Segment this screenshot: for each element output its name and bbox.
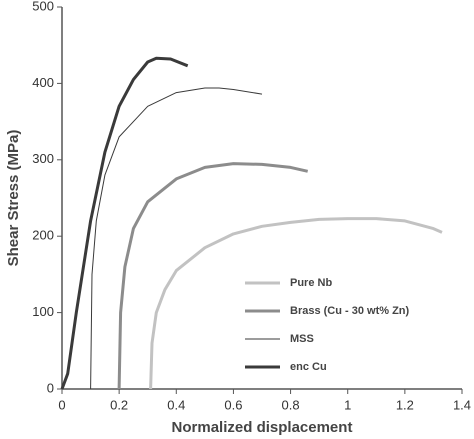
y-tick-label: 100 (32, 304, 54, 319)
y-tick-label: 400 (32, 75, 54, 90)
y-tick-label: 300 (32, 151, 54, 166)
legend-label: Pure Nb (290, 277, 332, 289)
legend-label: Brass (Cu - 30 wt% Zn) (290, 305, 410, 317)
y-tick-label: 0 (47, 380, 54, 395)
series-line (60, 56, 189, 390)
x-tick-label: 1 (344, 397, 351, 412)
x-axis-title: Normalized displacement (172, 419, 353, 436)
y-axis-title: Shear Stress (MPa) (5, 130, 22, 267)
series-line (90, 87, 263, 390)
series-line (117, 162, 309, 390)
y-tick-label: 500 (32, 0, 54, 13)
series-line (149, 217, 443, 390)
x-tick-label: 0 (58, 397, 65, 412)
x-tick-label: 0.4 (167, 397, 185, 412)
y-tick-label: 200 (32, 228, 54, 243)
legend-label: enc Cu (290, 361, 327, 373)
x-tick-label: 0.2 (110, 397, 128, 412)
x-tick-label: 1.4 (453, 397, 471, 412)
legend-label: MSS (290, 333, 314, 345)
x-tick-label: 0.8 (282, 397, 300, 412)
x-tick-label: 0.6 (224, 397, 242, 412)
x-tick-label: 1.2 (396, 397, 414, 412)
